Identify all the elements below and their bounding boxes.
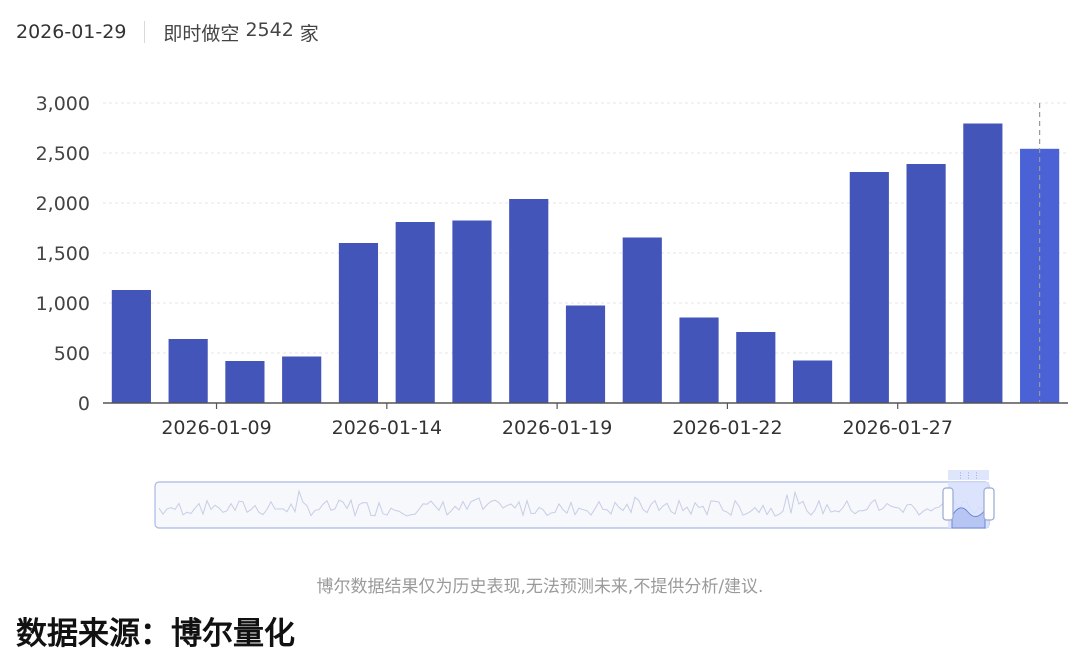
header-stat: 即时做空 2542 家	[163, 19, 318, 46]
y-tick-label: 2,500	[36, 143, 90, 165]
bar[interactable]	[168, 339, 208, 403]
x-tick-label: 2026-01-27	[842, 417, 952, 439]
y-tick-label: 0	[78, 393, 90, 415]
y-tick-label: 2,000	[36, 193, 90, 215]
x-tick-label: 2026-01-22	[672, 417, 782, 439]
bar[interactable]	[736, 332, 776, 403]
zoom-grip-icon: ⋮⋮⋮	[957, 471, 981, 480]
x-tick-label: 2026-01-09	[161, 417, 271, 439]
bar[interactable]	[338, 243, 379, 403]
bar[interactable]	[565, 305, 606, 404]
header-stat-unit: 家	[299, 22, 319, 45]
x-tick-label: 2026-01-14	[332, 417, 442, 439]
header-stat-label: 即时做空	[163, 22, 240, 45]
zoom-right-handle[interactable]	[983, 487, 995, 521]
y-tick-label: 1,500	[36, 243, 90, 265]
y-tick-label: 1,000	[36, 293, 90, 315]
bar[interactable]	[282, 356, 322, 404]
x-tick-label: 2026-01-19	[502, 417, 612, 439]
chart-header: 2026-01-29 即时做空 2542 家	[16, 18, 319, 46]
zoom-left-handle[interactable]	[942, 487, 954, 521]
data-source: 数据来源：博尔量化	[16, 616, 295, 652]
header-stat-value: 2542	[245, 18, 294, 41]
zoom-move-handle[interactable]	[948, 470, 989, 480]
bar[interactable]	[225, 361, 265, 403]
bar[interactable]	[792, 360, 833, 404]
header-divider	[144, 21, 146, 43]
bar[interactable]	[849, 172, 889, 403]
header-date: 2026-01-29	[16, 21, 127, 43]
y-tick-label: 3,000	[36, 93, 90, 115]
bar[interactable]	[395, 222, 435, 403]
y-tick-label: 500	[54, 343, 90, 365]
bar-chart[interactable]: 0 500 1,000 1,500 2,000 2,500 3,000 2026-01-09 2…	[0, 0, 1080, 560]
bar[interactable]	[963, 123, 1003, 404]
bar[interactable]	[452, 220, 492, 404]
bar[interactable]	[111, 290, 151, 403]
zoom-overview-line	[158, 489, 984, 518]
bar[interactable]	[622, 237, 662, 404]
bar[interactable]	[509, 199, 549, 403]
bar[interactable]	[906, 164, 946, 403]
bar[interactable]	[679, 317, 719, 404]
disclaimer-text: 博尔数据结果仅为历史表现,无法预测未来,不提供分析/建议.	[316, 577, 764, 597]
